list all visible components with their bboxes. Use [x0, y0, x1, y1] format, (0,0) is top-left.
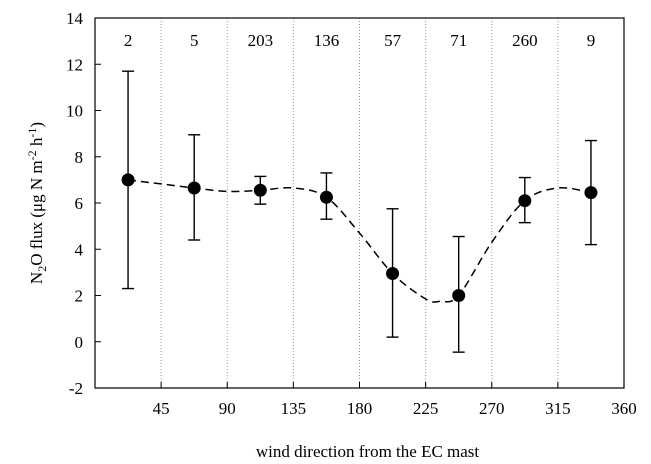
sample-count-label: 5: [190, 31, 199, 50]
y-axis-title-part: h: [27, 137, 46, 150]
y-tick-label: -2: [69, 379, 83, 398]
y-axis-title-part: -1: [25, 128, 39, 138]
axes: [94, 17, 625, 389]
y-axis-title-part: O flux (μg N m: [27, 160, 46, 265]
data-point: [187, 181, 201, 195]
grid-lines: [160, 18, 559, 388]
sample-count-label: 203: [248, 31, 274, 50]
sample-count-label: 2: [124, 31, 133, 50]
x-axis-title: wind direction from the EC mast: [256, 442, 480, 461]
y-tick-label: 0: [75, 333, 84, 352]
x-tick-label: 90: [219, 399, 236, 418]
x-tick-label: 180: [347, 399, 373, 418]
y-axis-title-part: ): [27, 122, 46, 128]
y-tick-label: 14: [66, 9, 84, 28]
sample-count-label: 9: [587, 31, 596, 50]
y-tick-label: 2: [75, 287, 84, 306]
data-point: [518, 194, 532, 208]
sample-count-label: 260: [512, 31, 538, 50]
y-axis-title-part: -2: [25, 150, 39, 160]
sample-count-label: 136: [314, 31, 340, 50]
plot-frame: [94, 17, 625, 389]
data-point: [121, 173, 135, 187]
data-point: [452, 289, 466, 302]
y-tick-label: 10: [66, 102, 83, 121]
x-tick-label: 270: [479, 399, 505, 418]
data-point: [319, 190, 333, 204]
data-point: [253, 183, 267, 197]
sample-count-label: 71: [450, 31, 467, 50]
data-point: [584, 186, 598, 200]
y-tick-label: 8: [75, 148, 84, 167]
data-points: [121, 173, 598, 302]
error-bars: [122, 70, 597, 353]
y-tick-label: 4: [75, 240, 84, 259]
y-tick-label: 6: [75, 194, 84, 213]
x-tick-label: 225: [413, 399, 439, 418]
x-tick-label: 360: [611, 399, 637, 418]
sample-count-label: 57: [384, 31, 402, 50]
sample-count-labels: 2 5 203 136 57 71 260 9: [124, 31, 595, 50]
x-tick-label: 45: [153, 399, 170, 418]
data-point: [386, 267, 400, 281]
y-axis-title-part: 2: [35, 266, 49, 272]
y-tick-label: 12: [66, 55, 83, 74]
y-axis-title-part: N: [27, 272, 46, 284]
x-tick-label: 135: [281, 399, 307, 418]
y-axis-title: N2O flux (μg N m-2 h-1): [25, 122, 49, 284]
x-tick-label: 315: [545, 399, 571, 418]
